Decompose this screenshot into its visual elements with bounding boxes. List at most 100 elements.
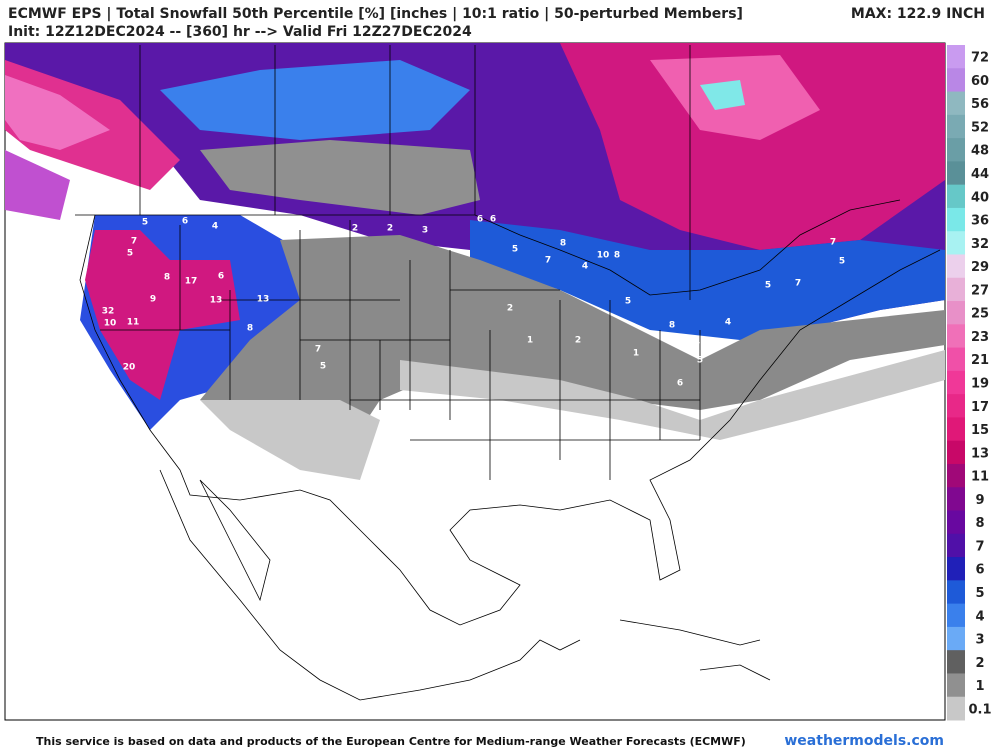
colorbar-label: 52 bbox=[971, 120, 989, 135]
colorbar-segment bbox=[947, 184, 965, 209]
colorbar-label: 56 bbox=[971, 97, 989, 112]
snow-amount-label: 7 bbox=[545, 256, 551, 266]
snow-amount-label: 8 bbox=[669, 321, 675, 331]
colorbar-segment bbox=[947, 650, 965, 674]
snow-amount-label: 6 bbox=[677, 379, 683, 389]
snow-amount-label: 4 bbox=[212, 222, 218, 232]
snow-amount-label: 6 bbox=[182, 217, 188, 227]
colorbar-segment bbox=[947, 394, 965, 418]
colorbar-label: 2 bbox=[975, 656, 984, 671]
snow-amount-label: 7 bbox=[830, 238, 836, 248]
snow-amount-label: 7 bbox=[315, 345, 321, 355]
colorbar-label: 9 bbox=[975, 493, 984, 508]
colorbar-segment bbox=[947, 626, 965, 651]
colorbar-label: 5 bbox=[975, 586, 984, 601]
colorbar-label: 44 bbox=[971, 167, 989, 182]
snow-amount-label: 1 bbox=[633, 349, 639, 359]
snow-amount-label: 11 bbox=[127, 318, 140, 328]
snow-amount-label: 5 bbox=[765, 281, 771, 291]
snow-amount-label: 5 bbox=[697, 356, 703, 366]
colorbar-label: 8 bbox=[975, 516, 984, 531]
snow-amount-label: 5 bbox=[142, 218, 148, 228]
snow-amount-label: 6 bbox=[218, 272, 224, 282]
snow-amount-label: 7 bbox=[131, 237, 137, 247]
footer-text: This service is based on data and produc… bbox=[36, 735, 746, 748]
site-link[interactable]: weathermodels.com bbox=[784, 733, 944, 749]
snow-amount-label: 20 bbox=[123, 363, 136, 373]
colorbar-segment bbox=[947, 370, 965, 395]
colorbar-segment bbox=[947, 557, 965, 581]
colorbar-segment bbox=[947, 324, 965, 349]
snow-amount-label: 5 bbox=[625, 297, 631, 307]
snow-amount-label: 32 bbox=[102, 307, 115, 317]
snow-amount-label: 2 bbox=[352, 224, 358, 234]
colorbar-label: 19 bbox=[971, 377, 989, 392]
snow-amount-label: 5 bbox=[127, 249, 133, 259]
colorbar-label: 6 bbox=[975, 563, 984, 578]
colorbar-segment bbox=[947, 673, 965, 698]
colorbar-label: 36 bbox=[971, 214, 989, 229]
snow-amount-label: 4 bbox=[725, 318, 731, 328]
colorbar-segment bbox=[947, 45, 965, 69]
colorbar-segment bbox=[947, 510, 965, 535]
colorbar-label: 17 bbox=[971, 400, 989, 415]
map bbox=[4, 42, 946, 721]
colorbar-segment bbox=[947, 603, 965, 628]
snow-amount-label: 5 bbox=[320, 362, 326, 372]
colorbar-segment bbox=[947, 417, 965, 442]
colorbar-label: 7 bbox=[975, 539, 984, 554]
colorbar-segment bbox=[947, 161, 965, 186]
colorbar-segment bbox=[947, 231, 965, 255]
colorbar-segment bbox=[947, 696, 965, 721]
snow-amount-label: 2 bbox=[575, 336, 581, 346]
colorbar-label: 32 bbox=[971, 237, 989, 252]
snow-amount-label: 4 bbox=[694, 338, 700, 348]
max-value: MAX: 122.9 INCH bbox=[851, 6, 985, 22]
colorbar-label: 29 bbox=[971, 260, 989, 275]
colorbar-segment bbox=[947, 440, 965, 465]
colorbar-segment bbox=[947, 207, 965, 232]
colorbar-label: 48 bbox=[971, 144, 989, 159]
colorbar-label: 21 bbox=[971, 353, 989, 368]
colorbar-label: 25 bbox=[971, 307, 989, 322]
colorbar-segment bbox=[947, 91, 965, 116]
colorbar-segment bbox=[947, 487, 965, 512]
colorbar-segment bbox=[947, 138, 965, 162]
snow-amount-label: 1 bbox=[527, 336, 533, 346]
colorbar-label: 60 bbox=[971, 74, 989, 89]
colorbar-segment bbox=[947, 463, 965, 488]
snow-amount-label: 8 bbox=[560, 239, 566, 249]
snow-amount-label: 6 bbox=[477, 215, 483, 225]
snow-amount-label: 2 bbox=[507, 304, 513, 314]
title: ECMWF EPS | Total Snowfall 50th Percenti… bbox=[8, 6, 743, 22]
colorbar-label: 40 bbox=[971, 190, 989, 205]
snow-amount-label: 13 bbox=[210, 296, 223, 306]
colorbar-label: 15 bbox=[971, 423, 989, 438]
snow-amount-label: 5 bbox=[512, 245, 518, 255]
colorbar-segment bbox=[947, 347, 965, 372]
colorbar-label: 3 bbox=[975, 633, 984, 648]
colorbar-segment bbox=[947, 254, 965, 279]
colorbar-label: 4 bbox=[975, 609, 984, 624]
snow-amount-label: 10 bbox=[597, 251, 610, 261]
snow-amount-label: 6 bbox=[490, 215, 496, 225]
colorbar-label: 27 bbox=[971, 283, 989, 298]
colorbar-segment bbox=[947, 68, 965, 93]
snow-amount-label: 13 bbox=[257, 295, 270, 305]
colorbar-label: 23 bbox=[971, 330, 989, 345]
subtitle: Init: 12Z12DEC2024 -- [360] hr --> Valid… bbox=[8, 24, 472, 40]
colorbar-label: 1 bbox=[975, 679, 984, 694]
colorbar-segment bbox=[947, 580, 965, 605]
snow-amount-label: 4 bbox=[582, 262, 588, 272]
colorbar-segment bbox=[947, 114, 965, 139]
snow-amount-label: 3 bbox=[422, 226, 428, 236]
snow-amount-label: 9 bbox=[150, 295, 156, 305]
colorbar-label: 13 bbox=[971, 446, 989, 461]
colorbar-segment bbox=[947, 301, 965, 325]
snow-amount-label: 8 bbox=[164, 273, 170, 283]
snow-amount-label: 2 bbox=[387, 224, 393, 234]
colorbar-label: 11 bbox=[971, 470, 989, 485]
colorbar-label: 72 bbox=[971, 51, 989, 66]
